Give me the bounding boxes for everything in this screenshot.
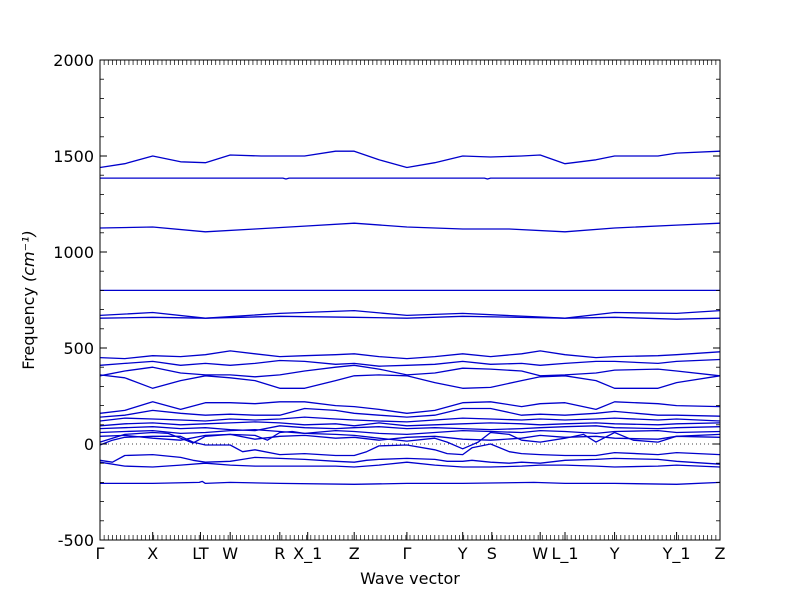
- band-line-7: [99, 358, 721, 367]
- plot-frame: [99, 59, 721, 541]
- x-tick-label: LT: [192, 544, 209, 563]
- x-tick-label: X_1: [293, 544, 322, 564]
- band-line-13: [99, 421, 721, 427]
- x-tick-label: Z: [715, 544, 726, 563]
- band-line-8: [99, 364, 721, 378]
- y-axis-label-text: Frequency: [19, 282, 38, 370]
- x-tick-label: R: [274, 544, 285, 563]
- x-tick-label: W: [222, 544, 238, 563]
- band-line-1: [100, 177, 720, 180]
- y-tick-layer: -500 0 500 1000 1500 2000: [53, 51, 720, 550]
- y-tick-label: 1500: [53, 147, 94, 166]
- band-line-20: [99, 461, 721, 468]
- y-axis-label: Frequency (cm⁻¹): [19, 230, 38, 369]
- band-line-14: [99, 425, 721, 432]
- x-tick-label: Y: [609, 544, 620, 563]
- band-line-9: [99, 374, 721, 389]
- band-line-2: [99, 222, 721, 233]
- band-line-15: [99, 428, 721, 436]
- y-axis-label-unit: (cm⁻¹): [19, 230, 38, 282]
- x-tick-label: W: [532, 544, 548, 563]
- x-tick-label: Y_1: [662, 544, 691, 564]
- series-layer: [99, 150, 721, 485]
- band-line-21: [100, 480, 721, 485]
- band-line-10: [99, 401, 721, 414]
- band-line-11: [99, 407, 721, 418]
- band-line-17: [99, 430, 721, 450]
- band-line-0: [99, 150, 721, 169]
- band-line-18: [99, 435, 721, 457]
- y-tick-label: 0: [84, 435, 94, 454]
- band-line-6: [99, 350, 721, 360]
- band-line-5: [99, 315, 721, 320]
- y-tick-label: -500: [58, 531, 94, 550]
- y-tick-label: 500: [63, 339, 94, 358]
- band-line-4: [99, 309, 721, 319]
- x-tick-label: L_1: [551, 544, 578, 564]
- band-line-19: [99, 453, 721, 465]
- x-axis-label: Wave vector: [360, 569, 460, 588]
- x-tick-label: Y: [457, 544, 468, 563]
- x-tick-label: S: [487, 544, 497, 563]
- x-tick-label: Z: [349, 544, 360, 563]
- x-tick-layer: Γ X LT W R X_1 Z Γ Y S W L_1 Y Y_1 Z: [96, 60, 726, 564]
- band-line-12: [99, 416, 721, 423]
- band-line-16: [99, 433, 721, 441]
- y-tick-label: 2000: [53, 51, 94, 70]
- x-tick-label: Γ: [402, 544, 411, 563]
- y-tick-label: 1000: [53, 243, 94, 262]
- x-tick-label: X: [147, 544, 158, 563]
- x-tick-label: Γ: [96, 544, 105, 563]
